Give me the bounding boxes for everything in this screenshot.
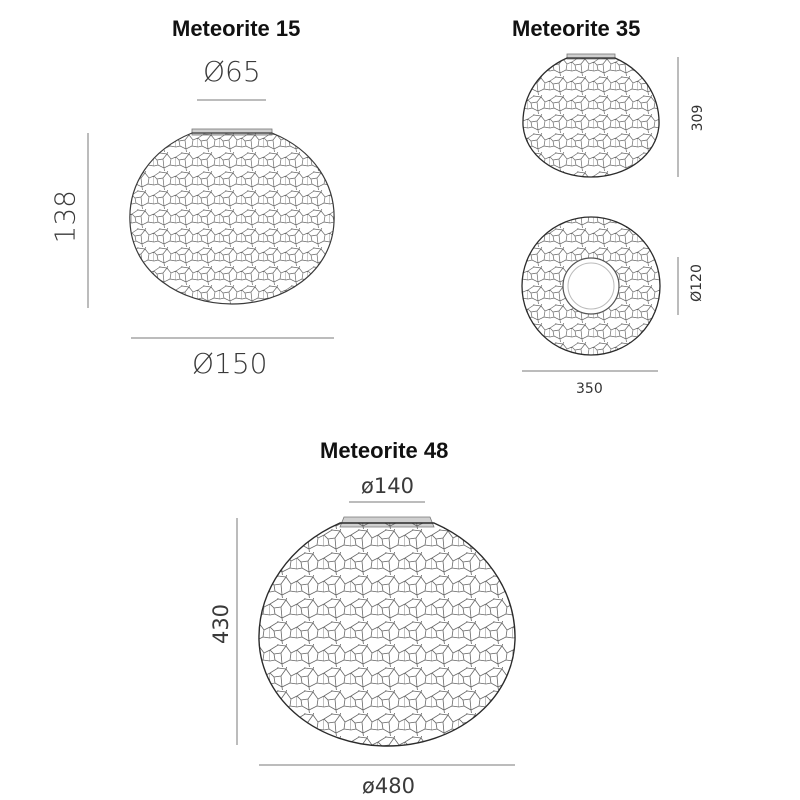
meteorite-48-title: Meteorite 48 — [320, 438, 449, 463]
m35-opening — [562, 257, 620, 315]
m15-width-label: Ø150 — [192, 347, 268, 380]
meteorite-35-title: Meteorite 35 — [512, 16, 641, 41]
m35-globe-outline-top — [521, 216, 661, 356]
m35-globe-outline — [522, 57, 660, 178]
m35-width-label: 350 — [576, 381, 603, 397]
m15-top-diameter-label: Ø65 — [203, 55, 261, 88]
m15-globe-outline — [129, 132, 335, 305]
m48-top-diameter-label: ø140 — [361, 474, 414, 498]
m48-globe-outline — [258, 522, 516, 747]
meteorite-35-side-drawing — [522, 53, 679, 178]
meteorite-15-drawing — [87, 99, 335, 339]
meteorite-48-drawing — [236, 501, 516, 766]
meteorite-15-title: Meteorite 15 — [172, 16, 301, 41]
meteorite-35-top-drawing — [521, 216, 679, 372]
m48-width-label: ø480 — [362, 774, 415, 798]
